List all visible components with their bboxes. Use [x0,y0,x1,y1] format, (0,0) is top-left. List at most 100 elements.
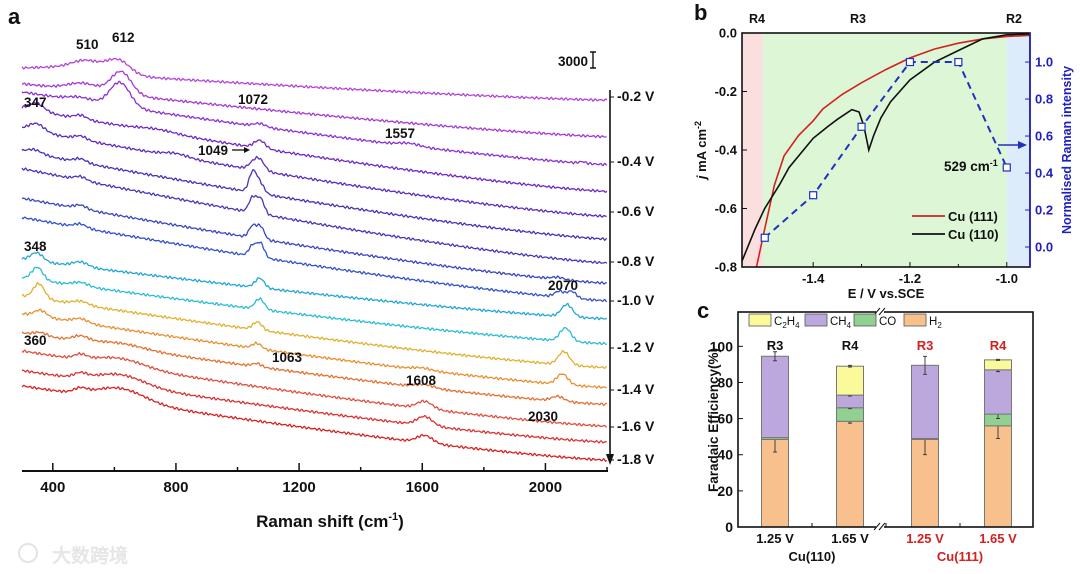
spectrum-curve [21,167,608,265]
x-axis-title: Raman shift (cm-1) [256,511,404,531]
x-tick-label: -1.0 [996,271,1018,286]
region-label: R3 [767,338,784,353]
region-label: R4 [990,338,1007,353]
faradaic-efficiency-panel: R3 1.25 V R4 1.65 V R3 1.25 V R4 1.65 V Cu(110) C… [706,307,1034,564]
bar-segment [761,438,789,528]
data-point-marker [857,122,866,131]
peak-label: 1049 [198,143,228,158]
legend-swatch [804,313,828,327]
bar-segment [984,369,1012,415]
spectrum-curve [21,281,608,370]
raman-spectra-panel: 400 800 1200 1600 2000 Raman shift (cm-1) -0… [21,30,655,531]
scale-bar: 3000 [558,51,596,69]
y2-tick-label: 0.2 [1035,203,1053,218]
y-tick-label: -0.2 [715,84,737,99]
stacked-bars [761,351,1012,528]
x-tick-label: -1.2 [899,271,921,286]
y-axis-title: j mA cm-2 [693,121,709,181]
peak-label: 347 [24,95,47,110]
peak-label: 612 [112,30,135,45]
current-density-panel: R4 R3 R2 -1.4 -1.2 -1.0 0.0 -0.2 -0.4 -0.6 -0.8 0.… [693,12,1074,301]
axis-ticks: -1.4 -1.2 -1.0 0.0 -0.2 -0.4 -0.6 -0.8 0.0 0.2 0.4… [715,26,1054,287]
spectrum-curve [21,122,607,218]
data-point-marker [954,57,963,67]
legend-swatch [748,313,772,327]
panel-label-a: a [8,4,21,29]
watermark: 大数跨境 [52,544,128,567]
voltage-label: -0.4 V [617,153,655,169]
data-point-marker [905,57,915,67]
y-tick-label: 40 [717,447,733,463]
y-tick-label: 0 [725,519,733,535]
bar-segment [911,364,939,439]
x-tick-label: 1.65 V [831,531,869,546]
voltage-label: -0.8 V [617,253,655,269]
y-axis-title: Faradaic Efficiency(%) [706,348,721,492]
bar-segment [984,425,1012,528]
y2-tick-label: 0.0 [1035,240,1053,255]
x-tick-label: 1600 [406,479,439,496]
voltage-label: -1.6 V [617,418,655,434]
spectrum-curve [21,251,608,321]
bar-segment [761,355,789,439]
spectra-curves [21,57,608,463]
spectrum-curve [21,197,607,285]
panel-label-c: c [697,298,709,323]
spectrum-curve [21,266,607,346]
error-bar [923,355,927,375]
y2-tick-label: 0.6 [1035,129,1053,144]
data-point-marker [809,191,818,200]
peak-label: 360 [24,333,47,348]
y2-tick-label: 0.8 [1035,92,1053,107]
y-tick-label: 80 [717,374,733,390]
spectrum-curve [21,369,607,444]
error-bar [773,351,777,362]
legend-swatch [903,313,927,327]
region-r2 [1006,33,1030,267]
axis-break [873,307,886,531]
region-r4 [742,33,763,267]
region-label: R4 [749,12,765,26]
spectrum-curve [21,384,608,463]
peak-label: 2030 [528,409,558,424]
voltage-label: -1.0 V [617,292,655,308]
y-tick-label: 60 [717,411,733,427]
peak-label: 1063 [272,350,303,365]
y-tick-label: 20 [717,483,733,499]
raman-band-annotation: 529 cm-1 [944,158,998,174]
spectrum-curve [21,101,608,193]
x-tick-label: 1.25 V [756,531,794,546]
spectrum-curve [21,70,607,139]
legend-label: Cu (110) [948,227,999,242]
region-label: R3 [917,338,934,353]
bar-segment [984,359,1012,371]
x-tick-label: 400 [40,479,65,496]
scale-bar-mark [590,51,596,69]
arrow-head [244,147,250,153]
y2-tick-label: 1.0 [1035,55,1053,70]
bar-segment [836,407,864,422]
peak-label: 2070 [548,278,578,293]
legend-label: CH4 [830,316,852,330]
voltage-label: -1.2 V [617,339,655,355]
peak-label: 1608 [406,373,437,388]
peak-label: 1557 [385,126,415,141]
voltage-label: -0.2 V [617,88,655,104]
axis-ticks: R3 1.25 V R4 1.65 V R3 1.25 V R4 1.65 V Cu(110) C… [710,338,1017,564]
bar-segment [836,365,864,396]
y2-tick-label: 0.4 [1035,166,1054,181]
legend-label: H2 [929,316,942,330]
spectrum-curve [21,349,608,428]
peak-labels: 510 612 347 1072 1049 1557 348 2070 360 1063 1608 2… [24,30,578,424]
group-label: Cu(111) [937,549,983,564]
series-line [764,61,1008,239]
peak-label: 348 [24,239,47,254]
voltage-label: -1.8 V [617,451,655,467]
x-axis-title: E / V vs.SCE [848,286,925,301]
voltage-labels: -0.2 V -0.4 V -0.6 V -0.8 V -1.0 V -1.2 V -1.4… [610,88,655,467]
arrow-head [1018,141,1027,149]
spectrum-curve [21,80,608,167]
x-tick-label: 800 [163,479,188,496]
watermark-logo-icon [18,543,38,563]
